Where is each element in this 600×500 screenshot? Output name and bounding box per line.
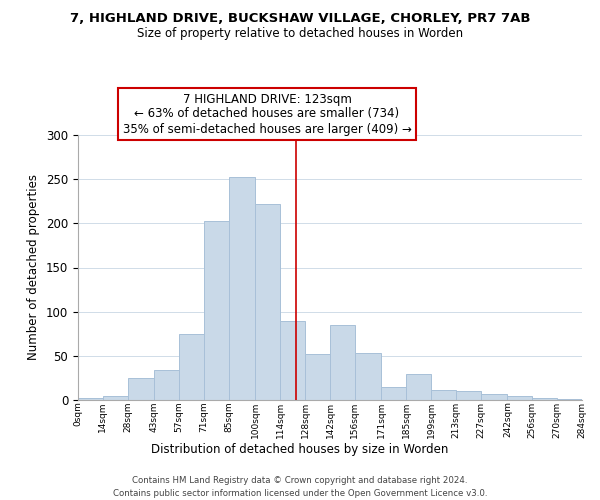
Bar [179, 334, 204, 400]
Bar [305, 354, 330, 400]
Text: Size of property relative to detached houses in Worden: Size of property relative to detached ho… [137, 28, 463, 40]
Text: Contains public sector information licensed under the Open Government Licence v3: Contains public sector information licen… [113, 489, 487, 498]
Bar [330, 325, 355, 400]
Bar [103, 396, 128, 400]
Bar [78, 398, 103, 400]
Y-axis label: Number of detached properties: Number of detached properties [28, 174, 40, 360]
Bar [229, 178, 256, 400]
Bar [204, 220, 229, 400]
Bar [508, 396, 532, 400]
Bar [280, 320, 305, 400]
Bar [532, 398, 557, 400]
Bar [256, 204, 280, 400]
Bar [382, 387, 406, 400]
Bar [154, 370, 179, 400]
Bar [355, 353, 382, 400]
Text: Distribution of detached houses by size in Worden: Distribution of detached houses by size … [151, 442, 449, 456]
Bar [481, 394, 508, 400]
Text: Contains HM Land Registry data © Crown copyright and database right 2024.: Contains HM Land Registry data © Crown c… [132, 476, 468, 485]
Text: 7, HIGHLAND DRIVE, BUCKSHAW VILLAGE, CHORLEY, PR7 7AB: 7, HIGHLAND DRIVE, BUCKSHAW VILLAGE, CHO… [70, 12, 530, 26]
Bar [128, 378, 154, 400]
Bar [406, 374, 431, 400]
Bar [431, 390, 456, 400]
Bar [456, 391, 481, 400]
Text: 7 HIGHLAND DRIVE: 123sqm
← 63% of detached houses are smaller (734)
35% of semi-: 7 HIGHLAND DRIVE: 123sqm ← 63% of detach… [122, 92, 412, 136]
Bar [557, 399, 582, 400]
